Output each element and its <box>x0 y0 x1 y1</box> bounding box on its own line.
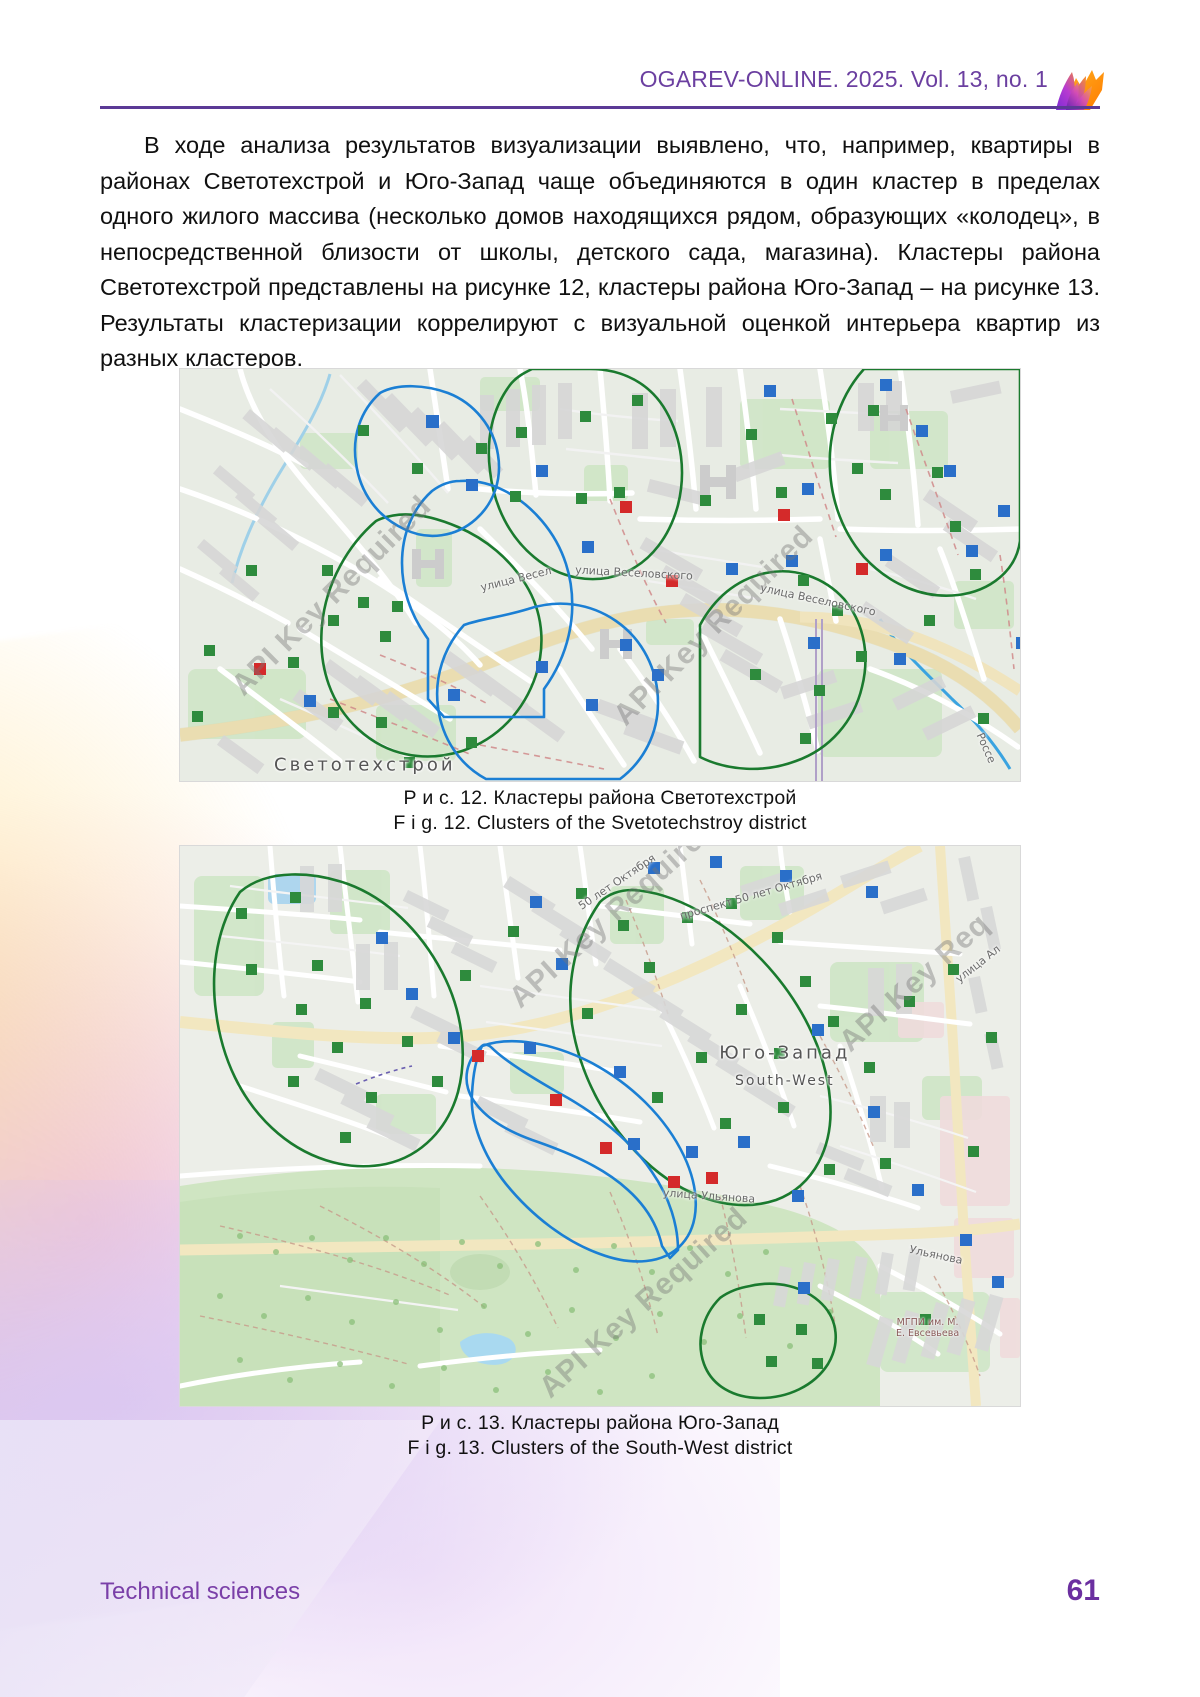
page-header: OGAREV-ONLINE. 2025. Vol. 13, no. 1 <box>100 58 1100 116</box>
map-image-south-west[interactable]: API Key Required API Key Req API Key Req… <box>179 845 1021 1407</box>
figure-12-caption-ru: Р и с. 12. Кластеры района Светотехстрой <box>0 786 1200 811</box>
figure-13-caption-en: F i g. 13. Clusters of the South-West di… <box>0 1436 1200 1461</box>
page-number: 61 <box>1067 1574 1100 1608</box>
paragraph-text: В ходе анализа результатов визуализации … <box>100 132 1100 371</box>
header-rule <box>100 106 1100 109</box>
figure-13-caption: Р и с. 13. Кластеры района Юго-Запад F i… <box>0 1411 1200 1461</box>
figure-12-caption: Р и с. 12. Кластеры района Светотехстрой… <box>0 786 1200 836</box>
journal-title: OGAREV-ONLINE. 2025. Vol. 13, no. 1 <box>640 66 1048 93</box>
figure-13: API Key Required API Key Req API Key Req… <box>0 845 1200 1461</box>
figure-12: API Key Required API Key Required улица … <box>0 368 1200 836</box>
figure-13-caption-ru: Р и с. 13. Кластеры района Юго-Запад <box>0 1411 1200 1436</box>
page-footer: Technical sciences 61 <box>100 1578 1100 1618</box>
map-13-canvas <box>180 846 1020 1406</box>
footer-section-label: Technical sciences <box>100 1578 300 1606</box>
body-paragraph: В ходе анализа результатов визуализации … <box>100 128 1100 377</box>
figure-12-caption-en: F i g. 12. Clusters of the Svetotechstro… <box>0 811 1200 836</box>
map-image-svetotechstroy[interactable]: API Key Required API Key Required улица … <box>179 368 1021 782</box>
ogarev-logo-icon <box>1046 60 1108 112</box>
decor-gradient-band <box>0 1420 760 1697</box>
map-12-canvas <box>180 369 1020 781</box>
